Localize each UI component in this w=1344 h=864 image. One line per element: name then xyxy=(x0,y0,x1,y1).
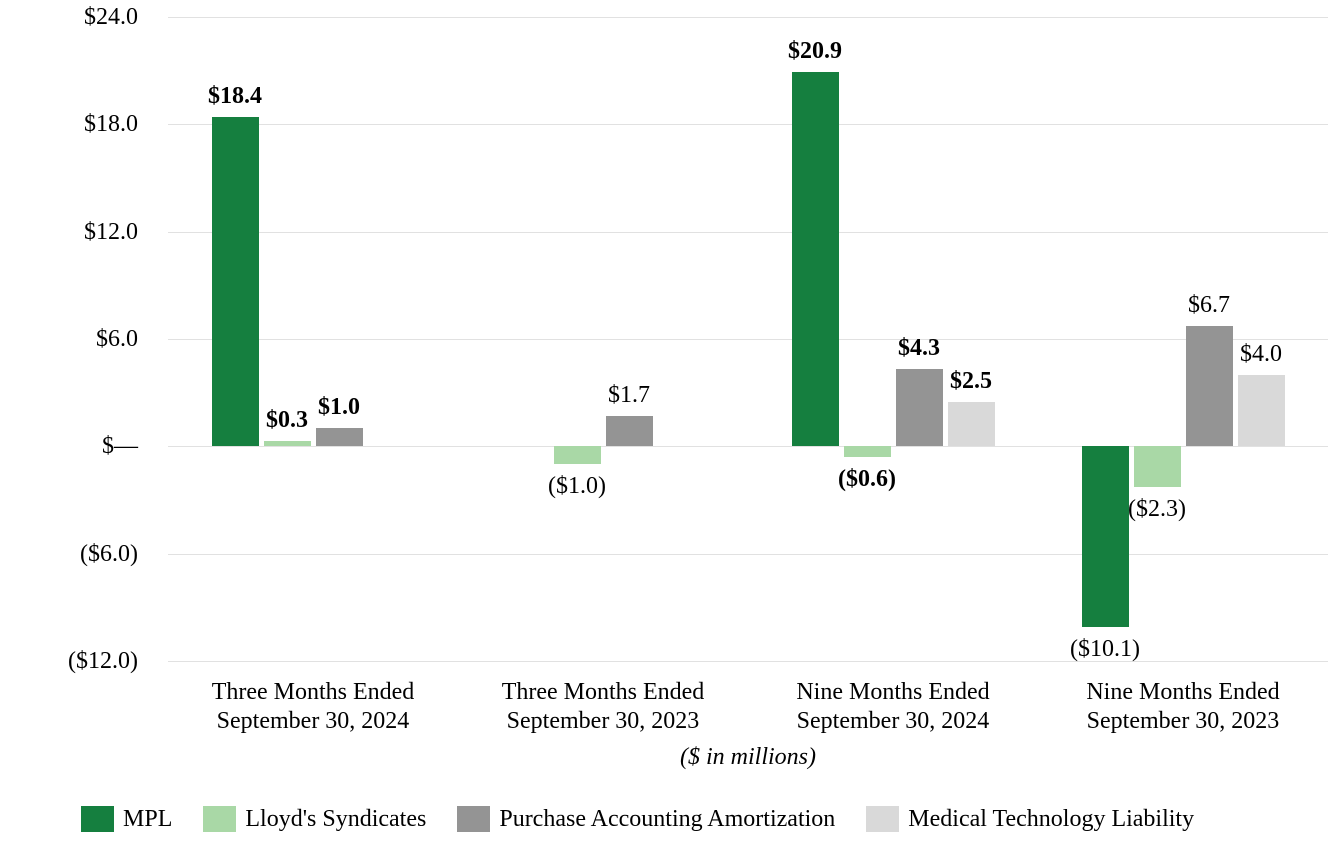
bar-lloyd-s-syndicates-3 xyxy=(843,446,891,458)
bar-purchase-accounting-amortization-3 xyxy=(895,369,943,447)
bar-value-label: $1.7 xyxy=(608,381,650,408)
legend-item-mpl: MPL xyxy=(81,806,172,832)
category-label: Three Months Ended September 30, 2024 xyxy=(211,679,415,734)
y-axis-tick-label: $6.0 xyxy=(96,326,138,352)
gridline xyxy=(168,339,1328,340)
legend-item-lloyd-s-syndicates: Lloyd's Syndicates xyxy=(203,806,426,832)
legend-swatch xyxy=(81,806,114,832)
category-label: Three Months Ended September 30, 2023 xyxy=(501,679,705,734)
bar-value-label: ($0.6) xyxy=(838,466,896,493)
y-axis-tick-label: $— xyxy=(102,433,138,460)
bar-value-label: $4.3 xyxy=(898,335,940,362)
legend: MPL Lloyd's Syndicates Purchase Accounting… xyxy=(81,806,1194,832)
legend-item-medical-technology-liability: Medical Technology Liability xyxy=(866,806,1194,832)
bar-value-label: $0.3 xyxy=(266,406,308,433)
legend-label: Lloyd's Syndicates xyxy=(245,806,427,832)
gridline xyxy=(168,231,1328,233)
bar-purchase-accounting-amortization-1 xyxy=(315,428,363,447)
bar-value-label: $20.9 xyxy=(788,38,842,65)
bar-value-label: $1.0 xyxy=(318,394,360,421)
y-axis-tick-label: $12.0 xyxy=(84,218,138,245)
gridline xyxy=(168,661,1328,662)
bar-mpl-3 xyxy=(791,72,839,447)
bar-value-label: ($1.0) xyxy=(548,473,606,500)
y-axis-tick-label: $18.0 xyxy=(84,111,138,138)
bar-purchase-accounting-amortization-2 xyxy=(605,415,653,447)
bar-mpl-4 xyxy=(1081,446,1129,627)
legend-label: Purchase Accounting Amortization xyxy=(499,806,836,832)
gridline xyxy=(168,17,1328,18)
y-axis-tick-label: $24.0 xyxy=(84,4,138,30)
legend-swatch xyxy=(203,806,237,832)
category-axis: Three Months Ended September 30, 2024 Thr… xyxy=(168,678,1328,738)
legend-swatch xyxy=(866,806,900,832)
y-axis-tick-label: ($6.0) xyxy=(80,540,138,567)
bar-lloyd-s-syndicates-1 xyxy=(263,440,311,447)
bar-medical-technology-liability-4 xyxy=(1237,374,1285,447)
gridline xyxy=(168,446,1328,448)
bar-mpl-1 xyxy=(211,117,259,447)
axis-note: ($ in millions) xyxy=(680,744,816,770)
gridline xyxy=(168,124,1328,126)
plot-area: $18.4 $20.9 ($10.1) $0.3 ($1.0) ($0.6) ($2.3) $… xyxy=(168,17,1328,662)
bar-value-label: $18.4 xyxy=(208,83,262,110)
bar-lloyd-s-syndicates-4 xyxy=(1133,446,1181,488)
y-axis-tick-label: ($12.0) xyxy=(68,648,138,674)
bar-value-label: ($2.3) xyxy=(1128,496,1186,523)
legend-label: Medical Technology Liability xyxy=(908,806,1195,832)
bar-value-label: $4.0 xyxy=(1240,340,1282,367)
bar-purchase-accounting-amortization-4 xyxy=(1185,326,1233,447)
bar-lloyd-s-syndicates-2 xyxy=(553,446,601,465)
legend-label: MPL xyxy=(123,806,173,832)
bar-value-label: ($10.1) xyxy=(1070,636,1140,662)
legend-swatch xyxy=(457,806,491,832)
category-label: Nine Months Ended September 30, 2023 xyxy=(1086,679,1280,734)
gridline xyxy=(168,553,1328,555)
legend-item-purchase-accounting-amortization: Purchase Accounting Amortization xyxy=(457,806,835,832)
bar-medical-technology-liability-3 xyxy=(947,401,995,447)
bar-value-label: $2.5 xyxy=(950,367,992,394)
category-label: Nine Months Ended September 30, 2024 xyxy=(796,679,990,734)
bar-value-label: $6.7 xyxy=(1188,292,1230,319)
